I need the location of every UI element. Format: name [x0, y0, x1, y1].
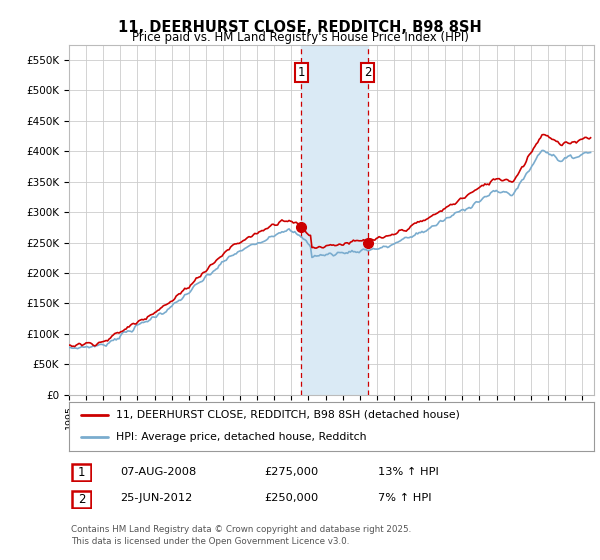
Text: 13% ↑ HPI: 13% ↑ HPI [378, 466, 439, 477]
Text: Contains HM Land Registry data © Crown copyright and database right 2025.
This d: Contains HM Land Registry data © Crown c… [71, 525, 411, 546]
Text: 2: 2 [364, 66, 371, 79]
Text: 11, DEERHURST CLOSE, REDDITCH, B98 8SH: 11, DEERHURST CLOSE, REDDITCH, B98 8SH [118, 20, 482, 35]
Text: 1: 1 [298, 66, 305, 79]
Text: HPI: Average price, detached house, Redditch: HPI: Average price, detached house, Redd… [116, 432, 367, 442]
FancyBboxPatch shape [72, 464, 91, 481]
Bar [301, 45, 368, 395]
Text: 2: 2 [78, 493, 85, 506]
Text: £275,000: £275,000 [264, 466, 318, 477]
Text: 07-AUG-2008: 07-AUG-2008 [120, 466, 196, 477]
Text: 25-JUN-2012: 25-JUN-2012 [120, 493, 192, 503]
FancyBboxPatch shape [72, 491, 91, 508]
Text: 11, DEERHURST CLOSE, REDDITCH, B98 8SH (detached house): 11, DEERHURST CLOSE, REDDITCH, B98 8SH (… [116, 410, 460, 420]
Text: £250,000: £250,000 [264, 493, 318, 503]
Text: Price paid vs. HM Land Registry's House Price Index (HPI): Price paid vs. HM Land Registry's House … [131, 31, 469, 44]
Text: 1: 1 [78, 466, 85, 479]
Text: 7% ↑ HPI: 7% ↑ HPI [378, 493, 431, 503]
